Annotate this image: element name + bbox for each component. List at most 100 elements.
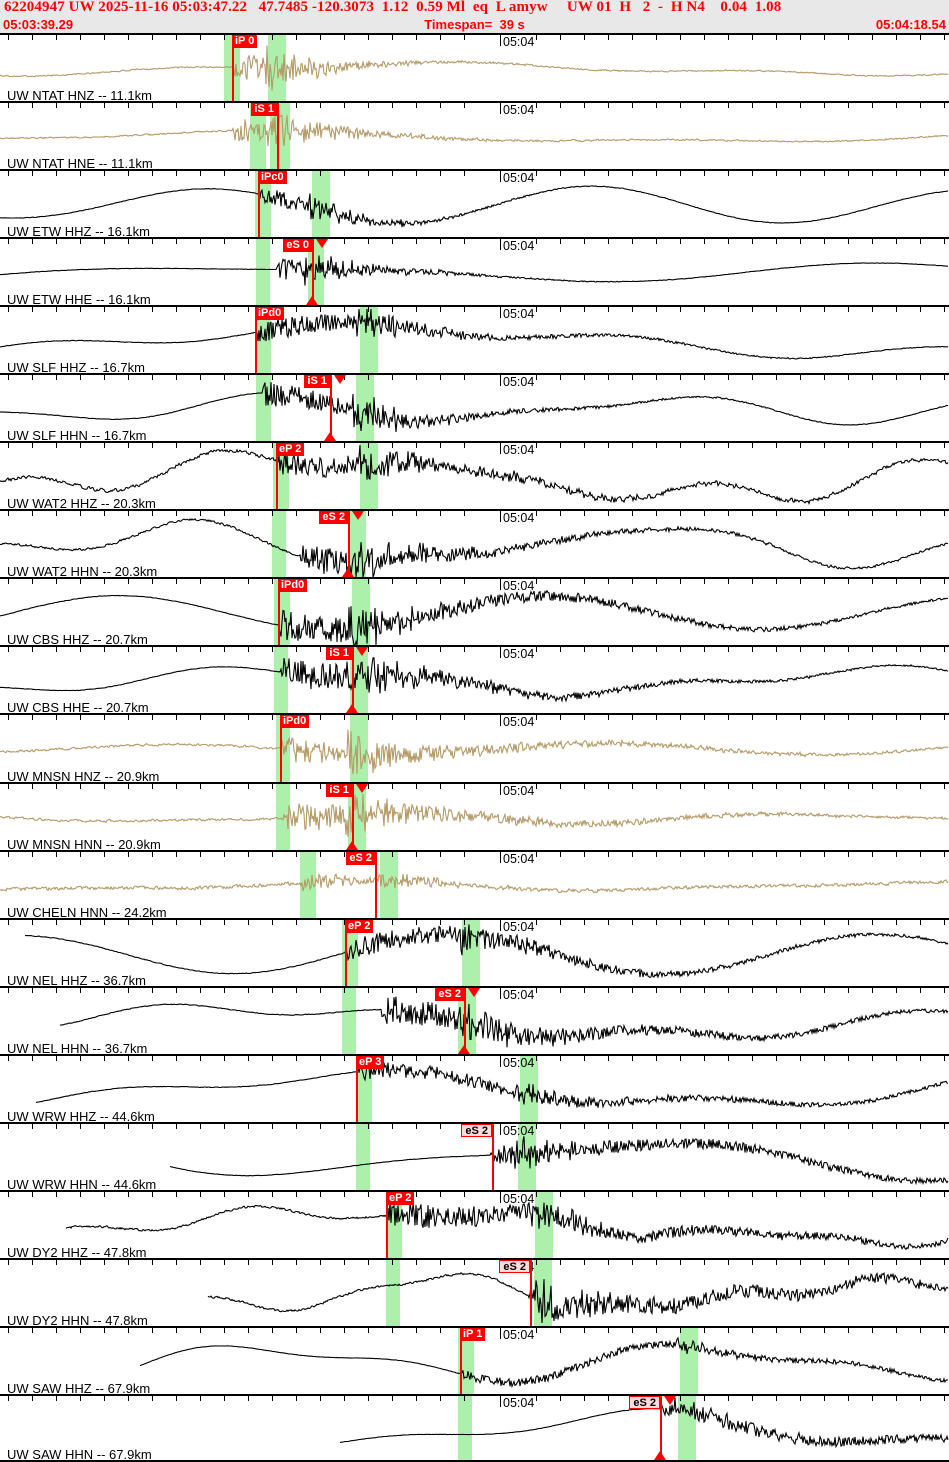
axis-tick-minor: [896, 443, 897, 449]
axis-tick-minor: [8, 783, 9, 789]
trace-row[interactable]: 05:04 iP 0 UW NTAT HNZ -- 11.1km: [0, 33, 949, 102]
trace-row[interactable]: 05:04 eS 2 UW CHELN HNN -- 24.2km: [0, 849, 949, 918]
axis-tick-minor: [872, 783, 873, 789]
axis-tick-minor: [80, 919, 81, 925]
trace-row[interactable]: 05:04 iS 1 UW CBS HHE -- 20.7km: [0, 645, 949, 714]
pick-label[interactable]: eS 2: [499, 1259, 530, 1273]
axis-tick-minor: [272, 1055, 273, 1061]
time-axis: [0, 987, 949, 999]
time-axis: [0, 307, 949, 319]
trace-row[interactable]: 05:04 eP 2 UW WAT2 HHZ -- 20.3km: [0, 441, 949, 510]
axis-tick-minor: [224, 35, 225, 40]
trace-row[interactable]: 05:04 eP 3 UW WRW HHZ -- 44.6km: [0, 1053, 949, 1122]
pick-label[interactable]: eP 2: [276, 443, 305, 457]
pick-label[interactable]: iP 0: [232, 35, 258, 48]
axis-tick-minor: [776, 783, 777, 789]
axis-tick-minor: [896, 35, 897, 40]
axis-tick-minor: [680, 171, 681, 177]
axis-tick-minor: [632, 239, 633, 245]
axis-tick-minor: [248, 375, 249, 381]
axis-tick-minor: [32, 715, 33, 721]
axis-tick-minor: [560, 851, 561, 857]
trace-row[interactable]: 05:04 eS 2 UW WRW HHN -- 44.6km: [0, 1121, 949, 1190]
time-axis: [0, 579, 949, 591]
pick-label[interactable]: iPc0: [258, 171, 287, 185]
axis-tick-minor: [152, 647, 153, 653]
axis-tick-minor: [704, 171, 705, 177]
axis-tick-minor: [248, 579, 249, 585]
axis-tick-minor: [728, 1055, 729, 1061]
axis-tick-minor: [392, 1259, 393, 1265]
trace-row[interactable]: 05:04 eS 2 UW NEL HHN -- 36.7km: [0, 985, 949, 1054]
trace-row[interactable]: 05:04 eP 2 UW DY2 HHZ -- 47.8km: [0, 1189, 949, 1258]
axis-tick-minor: [200, 1191, 201, 1197]
trace-row[interactable]: 05:04 iP 1 UW SAW HHZ -- 67.9km: [0, 1325, 949, 1394]
axis-tick-minor: [440, 103, 441, 109]
pick-label[interactable]: eS 2: [435, 987, 464, 1001]
axis-tick-major: [500, 647, 501, 659]
axis-tick-minor: [200, 307, 201, 313]
pick-label[interactable]: eS 0: [283, 239, 312, 253]
pick-label[interactable]: eP 2: [345, 919, 374, 933]
pick-label[interactable]: iS 1: [326, 783, 352, 797]
pick-label[interactable]: iS 1: [251, 103, 277, 117]
pick-label[interactable]: iPd0: [280, 715, 310, 729]
axis-tick-minor: [8, 103, 9, 109]
trace-row[interactable]: 05:04 eP 2 UW NEL HHZ -- 36.7km: [0, 917, 949, 986]
pick-label[interactable]: eS 2: [461, 1123, 492, 1137]
axis-tick-minor: [224, 171, 225, 177]
axis-tick-minor: [920, 1055, 921, 1061]
pick-label[interactable]: iS 1: [304, 375, 330, 389]
axis-tick-minor: [776, 987, 777, 993]
axis-time-label: 05:04: [503, 239, 535, 254]
axis-tick-minor: [128, 1327, 129, 1333]
axis-tick-minor: [896, 987, 897, 993]
trace-row[interactable]: 05:04 iPd0 UW CBS HHZ -- 20.7km: [0, 577, 949, 646]
trace-row[interactable]: 05:04 iPc0 UW ETW HHZ -- 16.1km: [0, 169, 949, 238]
axis-tick-major: [500, 579, 501, 591]
axis-tick-minor: [248, 1395, 249, 1401]
trace-row[interactable]: 05:04 eS 2 UW WAT2 HHN -- 20.3km: [0, 509, 949, 578]
axis-tick-minor: [584, 171, 585, 177]
trace-row[interactable]: 05:04 iS 1 UW SLF HHN -- 16.7km: [0, 373, 949, 442]
axis-tick-minor: [728, 1191, 729, 1197]
axis-tick-minor: [776, 1123, 777, 1129]
trace-row[interactable]: 05:04 iPd0 UW SLF HHZ -- 16.7km: [0, 305, 949, 374]
axis-tick-minor: [920, 307, 921, 313]
trace-row[interactable]: 05:04 eS 0 UW ETW HHE -- 16.1km: [0, 237, 949, 306]
axis-tick-minor: [704, 1055, 705, 1061]
pick-label[interactable]: eS 2: [319, 511, 348, 525]
pick-label[interactable]: iS 1: [326, 647, 352, 661]
axis-tick-minor: [560, 579, 561, 585]
pick-label[interactable]: eS 2: [629, 1395, 660, 1409]
trace-row[interactable]: 05:04 eS 2 UW SAW HHN -- 67.9km: [0, 1393, 949, 1462]
axis-tick-minor: [176, 783, 177, 789]
axis-tick-minor: [8, 579, 9, 585]
pick-label[interactable]: iP 1: [460, 1327, 486, 1341]
axis-tick-minor: [776, 375, 777, 381]
axis-tick-minor: [296, 851, 297, 857]
axis-tick-minor: [176, 987, 177, 993]
pick-label[interactable]: iPd0: [278, 579, 308, 593]
pick-label[interactable]: eS 2: [346, 851, 375, 865]
pick-label[interactable]: eP 2: [386, 1191, 415, 1205]
axis-tick-minor: [848, 1327, 849, 1333]
axis-tick-minor: [560, 919, 561, 925]
axis-tick-minor: [32, 1395, 33, 1401]
axis-tick-minor: [296, 783, 297, 789]
axis-tick-minor: [608, 1055, 609, 1061]
pick-vertical-line: [348, 511, 350, 578]
axis-tick-minor: [536, 1123, 537, 1129]
trace-row[interactable]: 05:04 iS 1 UW NTAT HNE -- 11.1km: [0, 101, 949, 170]
pick-label[interactable]: eP 3: [356, 1055, 385, 1069]
axis-tick-minor: [152, 511, 153, 517]
pick-label[interactable]: iPd0: [255, 307, 285, 321]
axis-tick-minor: [56, 307, 57, 313]
axis-tick-minor: [584, 647, 585, 653]
trace-row[interactable]: 05:04 iPd0 UW MNSN HNZ -- 20.9km: [0, 713, 949, 782]
axis-tick-minor: [848, 1191, 849, 1197]
axis-tick-minor: [272, 1123, 273, 1129]
axis-tick-minor: [56, 715, 57, 721]
trace-row[interactable]: 05:04 iS 1 UW MNSN HNN -- 20.9km: [0, 781, 949, 850]
